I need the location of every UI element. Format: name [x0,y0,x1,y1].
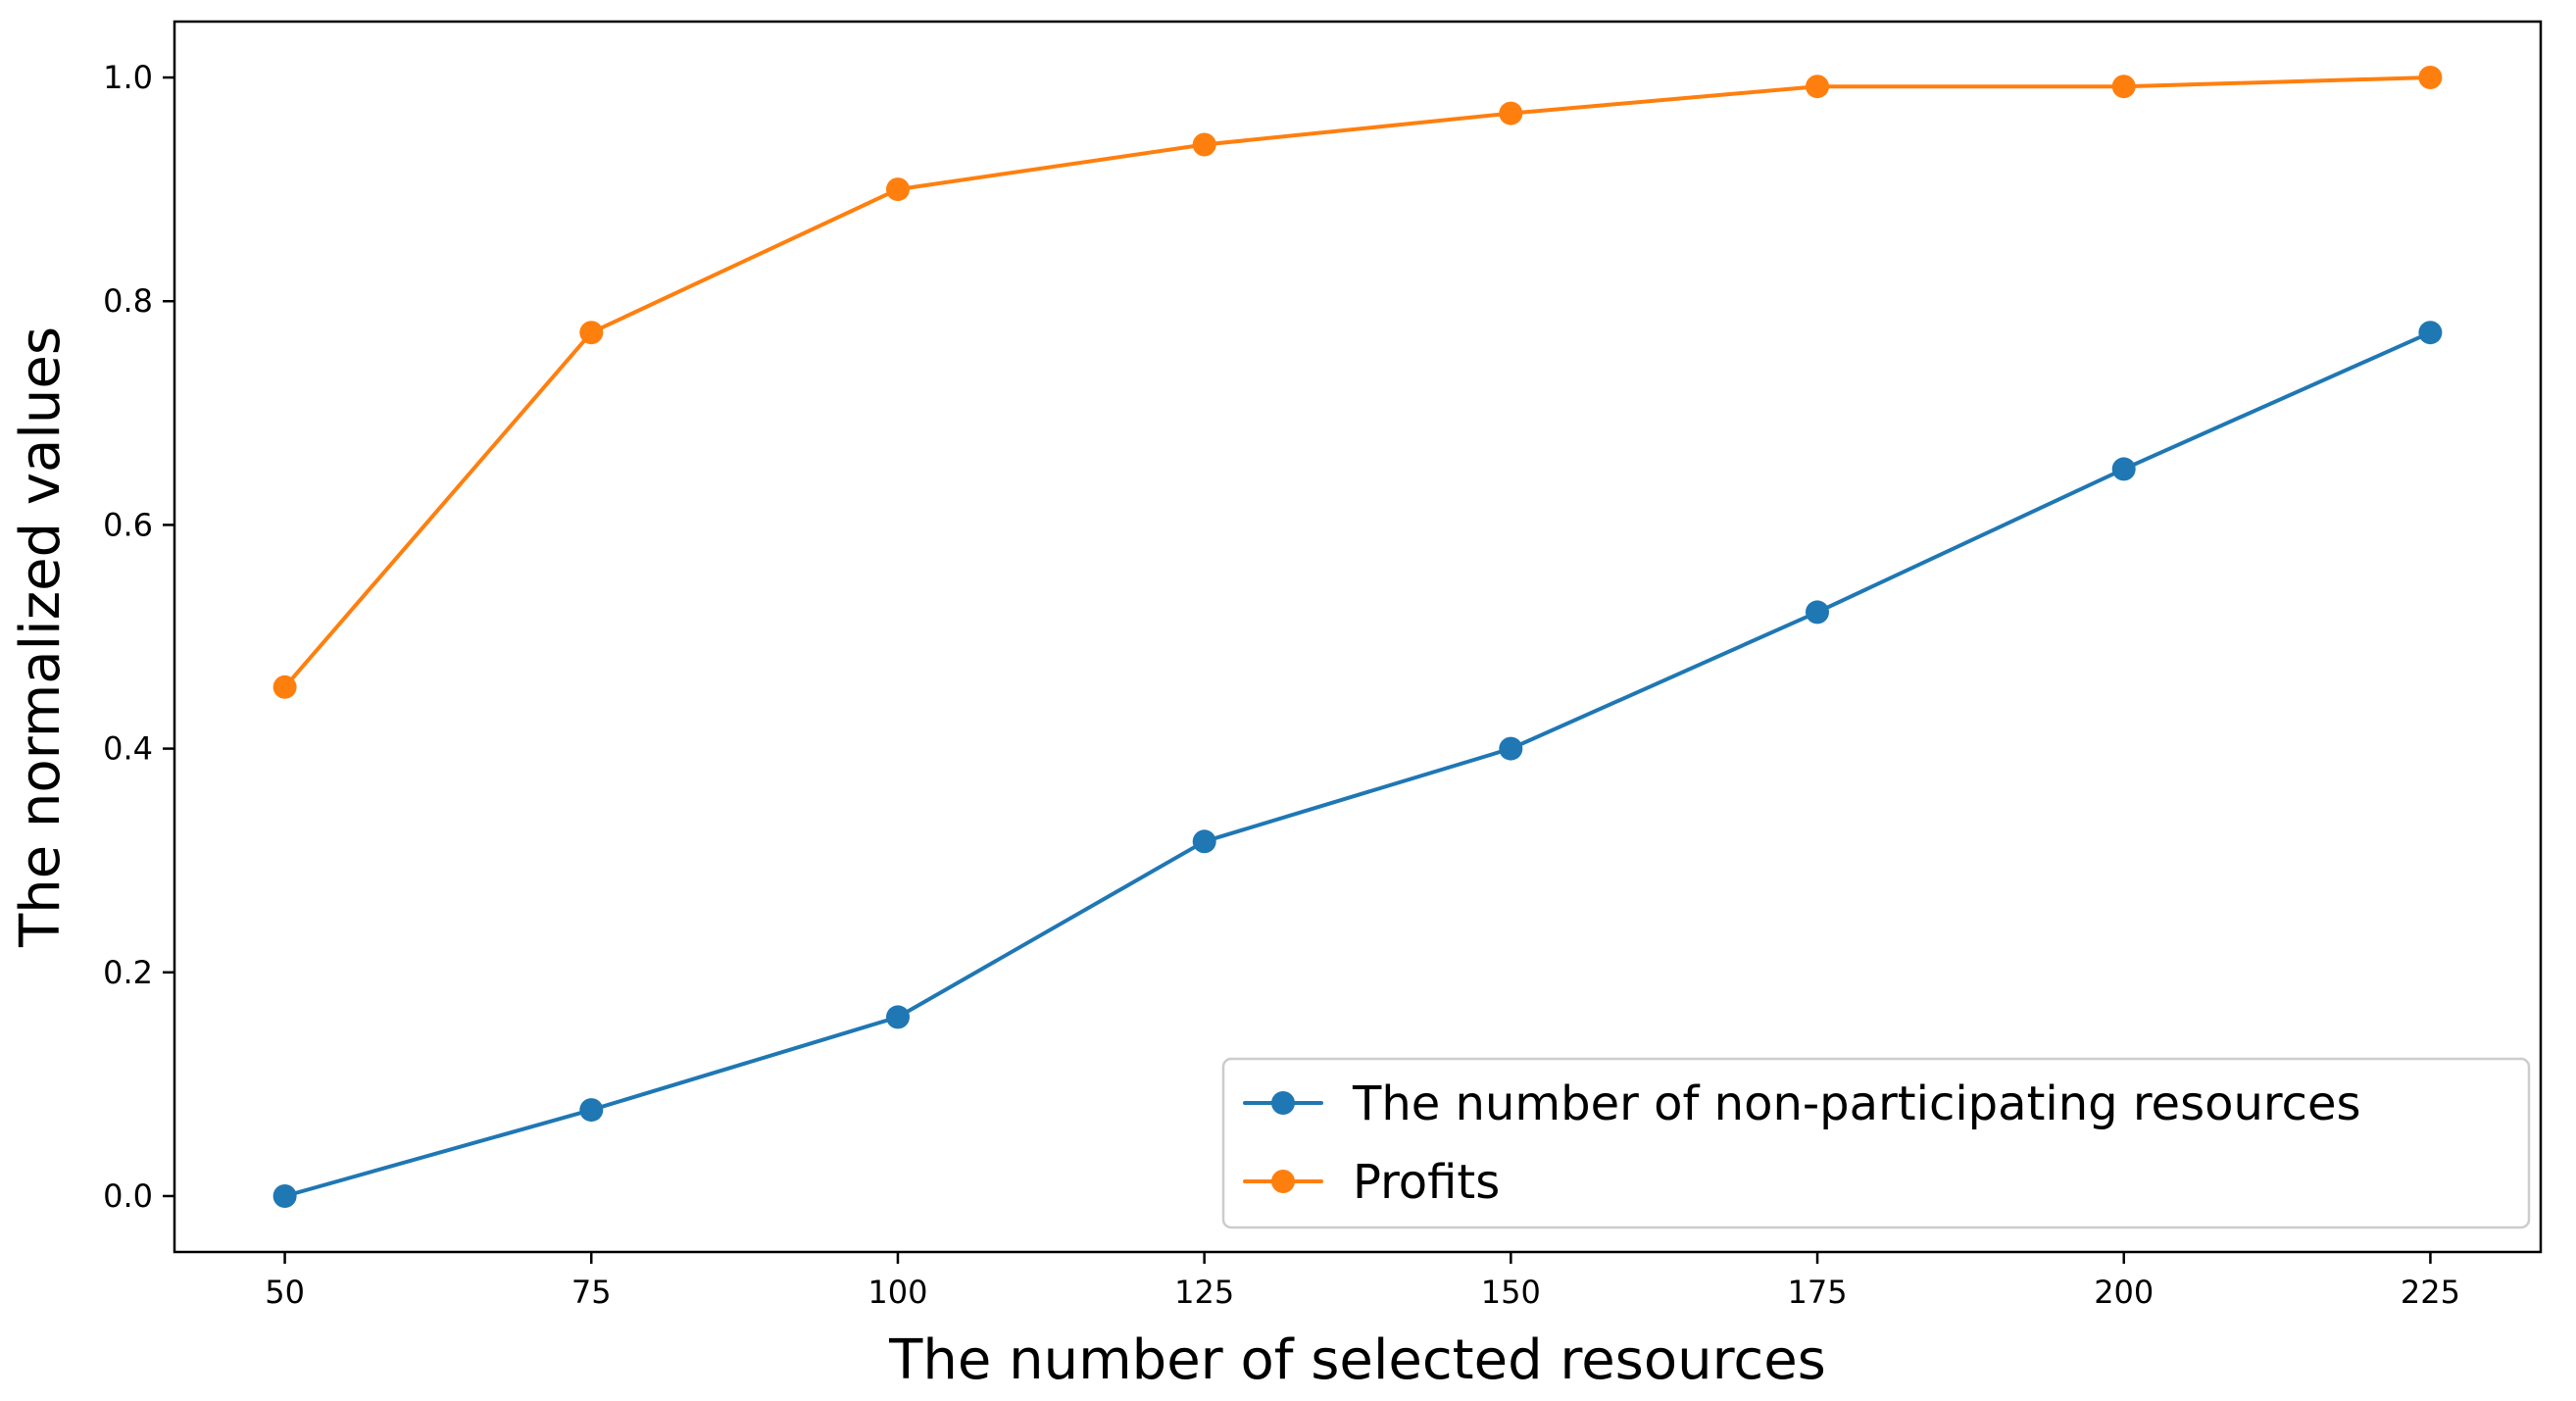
x-tick-label: 150 [1481,1274,1541,1311]
series-1-point [579,1098,604,1123]
series-1-point [1806,600,1829,625]
legend-box [1221,1057,2531,1229]
x-tick-label: 75 [571,1274,612,1311]
series-1-point [2418,321,2443,345]
y-tick-label: 0.2 [103,954,153,991]
y-axis-label: The normalized values [9,326,73,948]
series-line-2 [282,75,2433,689]
y-tick-label: 0.6 [103,506,153,543]
series-1-point [1499,736,1523,761]
series-2-point [1192,132,1216,157]
series-2-point [1499,101,1523,125]
legend: The number of non-participating resource… [1221,1057,2531,1229]
series-2-point [579,321,604,345]
series-1-point [2111,457,2136,481]
y-tick-label: 0.0 [103,1177,153,1215]
y-tick-label: 1.0 [103,59,153,96]
plot-layer [272,66,2443,1208]
legend-label-1: The number of non-participating resource… [1352,1076,2360,1131]
x-tick-label: 175 [1788,1274,1848,1311]
y-tick-label: 0.8 [103,282,153,320]
x-tick-label: 200 [2094,1274,2154,1311]
x-axis-label: The number of selected resources [888,1328,1826,1392]
series-2-point [272,675,297,699]
series-1-point [1192,829,1216,854]
series-2-point [2111,75,2136,99]
series-2-point [886,177,910,202]
legend-label-2: Profits [1353,1155,1500,1210]
x-tick-label: 225 [2401,1274,2460,1311]
axes-frame [173,20,2543,1254]
x-tick-label: 50 [265,1274,305,1311]
series-2-point [2418,66,2443,89]
series-2-point [1806,75,1829,99]
series-1-point [886,1005,910,1029]
series-line-1 [282,330,2433,1198]
x-tick-label: 125 [1174,1274,1234,1311]
axes-layer: 50 75 100 125 150 175 200 225 0.0 0.2 0.4 0.6 0.8 1.0 [103,20,2543,1311]
series-1-point [272,1184,297,1208]
x-tick-label: 100 [867,1274,927,1311]
legend-marker-2 [1271,1170,1295,1193]
y-tick-label: 0.4 [103,730,153,768]
legend-marker-1 [1271,1091,1295,1115]
